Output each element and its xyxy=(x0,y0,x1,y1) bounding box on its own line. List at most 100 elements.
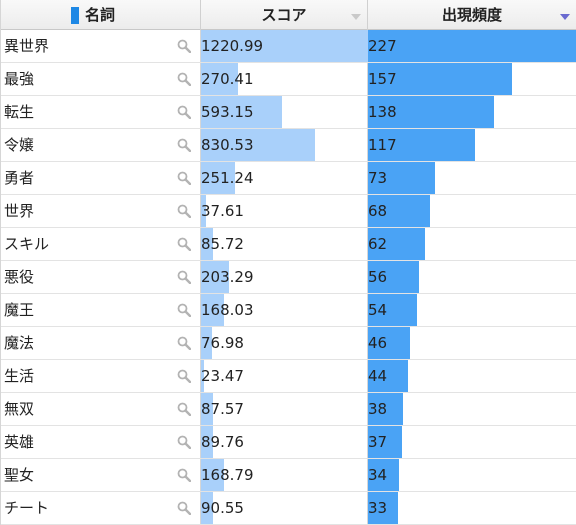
cell-frequency: 44 xyxy=(368,360,576,392)
cell-frequency: 37 xyxy=(368,426,576,458)
cell-frequency: 46 xyxy=(368,327,576,359)
table-row[interactable]: 令嬢 830.53 117 xyxy=(1,129,576,162)
cell-score: 270.41 xyxy=(201,63,368,95)
cell-score: 830.53 xyxy=(201,129,368,161)
magnifier-icon[interactable] xyxy=(177,270,191,284)
score-bar xyxy=(201,459,224,491)
table-row[interactable]: 異世界 1220.99 227 xyxy=(1,30,576,63)
magnifier-icon[interactable] xyxy=(177,303,191,317)
cell-frequency: 138 xyxy=(368,96,576,128)
cell-term: 転生 xyxy=(1,96,201,128)
frequency-value: 227 xyxy=(368,37,397,55)
magnifier-icon[interactable] xyxy=(177,138,191,152)
table-row[interactable]: 生活 23.47 44 xyxy=(1,360,576,393)
term-label: 魔王 xyxy=(4,301,35,319)
frequency-bar xyxy=(368,96,494,128)
cell-score: 251.24 xyxy=(201,162,368,194)
column-header-name[interactable]: 名詞 xyxy=(1,0,201,30)
score-value: 251.24 xyxy=(201,169,254,187)
cell-term: 勇者 xyxy=(1,162,201,194)
cell-score: 85.72 xyxy=(201,228,368,260)
column-header-score[interactable]: スコア xyxy=(201,0,368,30)
magnifier-icon[interactable] xyxy=(177,39,191,53)
score-bar xyxy=(201,30,368,62)
score-value: 90.55 xyxy=(201,499,244,517)
magnifier-icon[interactable] xyxy=(177,336,191,350)
cell-term: 最強 xyxy=(1,63,201,95)
table-row[interactable]: 無双 87.57 38 xyxy=(1,393,576,426)
frequency-bar xyxy=(368,327,410,359)
table-row[interactable]: 英雄 89.76 37 xyxy=(1,426,576,459)
magnifier-icon[interactable] xyxy=(177,402,191,416)
score-value: 37.61 xyxy=(201,202,244,220)
column-header-frequency[interactable]: 出現頻度 xyxy=(368,0,576,30)
magnifier-icon[interactable] xyxy=(177,105,191,119)
score-value: 593.15 xyxy=(201,103,254,121)
cell-term: 英雄 xyxy=(1,426,201,458)
cell-frequency: 68 xyxy=(368,195,576,227)
magnifier-icon[interactable] xyxy=(177,204,191,218)
sort-triangle-icon[interactable] xyxy=(560,14,570,20)
cell-term: 異世界 xyxy=(1,30,201,62)
score-value: 87.57 xyxy=(201,400,244,418)
cell-term: 悪役 xyxy=(1,261,201,293)
cell-score: 90.55 xyxy=(201,492,368,524)
table-row[interactable]: 悪役 203.29 56 xyxy=(1,261,576,294)
term-label: 転生 xyxy=(4,103,35,121)
frequency-value: 138 xyxy=(368,103,397,121)
score-value: 168.03 xyxy=(201,301,254,319)
term-label: 悪役 xyxy=(4,268,35,286)
score-value: 89.76 xyxy=(201,433,244,451)
term-label: 無双 xyxy=(4,400,35,418)
frequency-bar xyxy=(368,63,512,95)
score-value: 23.47 xyxy=(201,367,244,385)
term-label: 異世界 xyxy=(4,37,50,55)
cell-term: 生活 xyxy=(1,360,201,392)
table-row[interactable]: 世界 37.61 68 xyxy=(1,195,576,228)
cell-term: チート xyxy=(1,492,201,524)
frequency-bar xyxy=(368,195,430,227)
cell-frequency: 33 xyxy=(368,492,576,524)
score-bar xyxy=(201,129,315,161)
score-bar xyxy=(201,96,282,128)
cell-term: スキル xyxy=(1,228,201,260)
frequency-value: 38 xyxy=(368,400,388,418)
table-row[interactable]: 魔王 168.03 54 xyxy=(1,294,576,327)
score-bar xyxy=(201,393,213,425)
frequency-value: 68 xyxy=(368,202,388,220)
score-value: 1220.99 xyxy=(201,37,264,55)
score-value: 203.29 xyxy=(201,268,254,286)
frequency-value: 56 xyxy=(368,268,388,286)
frequency-bar xyxy=(368,459,399,491)
term-label: 最強 xyxy=(4,70,35,88)
magnifier-icon[interactable] xyxy=(177,468,191,482)
frequency-value: 117 xyxy=(368,136,397,154)
cell-frequency: 38 xyxy=(368,393,576,425)
frequency-bar xyxy=(368,492,398,524)
table-row[interactable]: スキル 85.72 62 xyxy=(1,228,576,261)
score-bar xyxy=(201,162,235,194)
table-row[interactable]: 最強 270.41 157 xyxy=(1,63,576,96)
magnifier-icon[interactable] xyxy=(177,72,191,86)
cell-frequency: 62 xyxy=(368,228,576,260)
frequency-value: 157 xyxy=(368,70,397,88)
term-label: 聖女 xyxy=(4,466,35,484)
table-row[interactable]: 魔法 76.98 46 xyxy=(1,327,576,360)
score-bar xyxy=(201,426,213,458)
frequency-bar xyxy=(368,162,435,194)
table-row[interactable]: 転生 593.15 138 xyxy=(1,96,576,129)
sort-triangle-icon[interactable] xyxy=(351,14,361,20)
magnifier-icon[interactable] xyxy=(177,171,191,185)
table-row[interactable]: チート 90.55 33 xyxy=(1,492,576,525)
frequency-value: 73 xyxy=(368,169,388,187)
magnifier-icon[interactable] xyxy=(177,369,191,383)
cell-term: 世界 xyxy=(1,195,201,227)
table-row[interactable]: 勇者 251.24 73 xyxy=(1,162,576,195)
magnifier-icon[interactable] xyxy=(177,501,191,515)
magnifier-icon[interactable] xyxy=(177,435,191,449)
table-header: 名詞 スコア 出現頻度 xyxy=(1,0,576,30)
cell-score: 89.76 xyxy=(201,426,368,458)
table-row[interactable]: 聖女 168.79 34 xyxy=(1,459,576,492)
magnifier-icon[interactable] xyxy=(177,237,191,251)
